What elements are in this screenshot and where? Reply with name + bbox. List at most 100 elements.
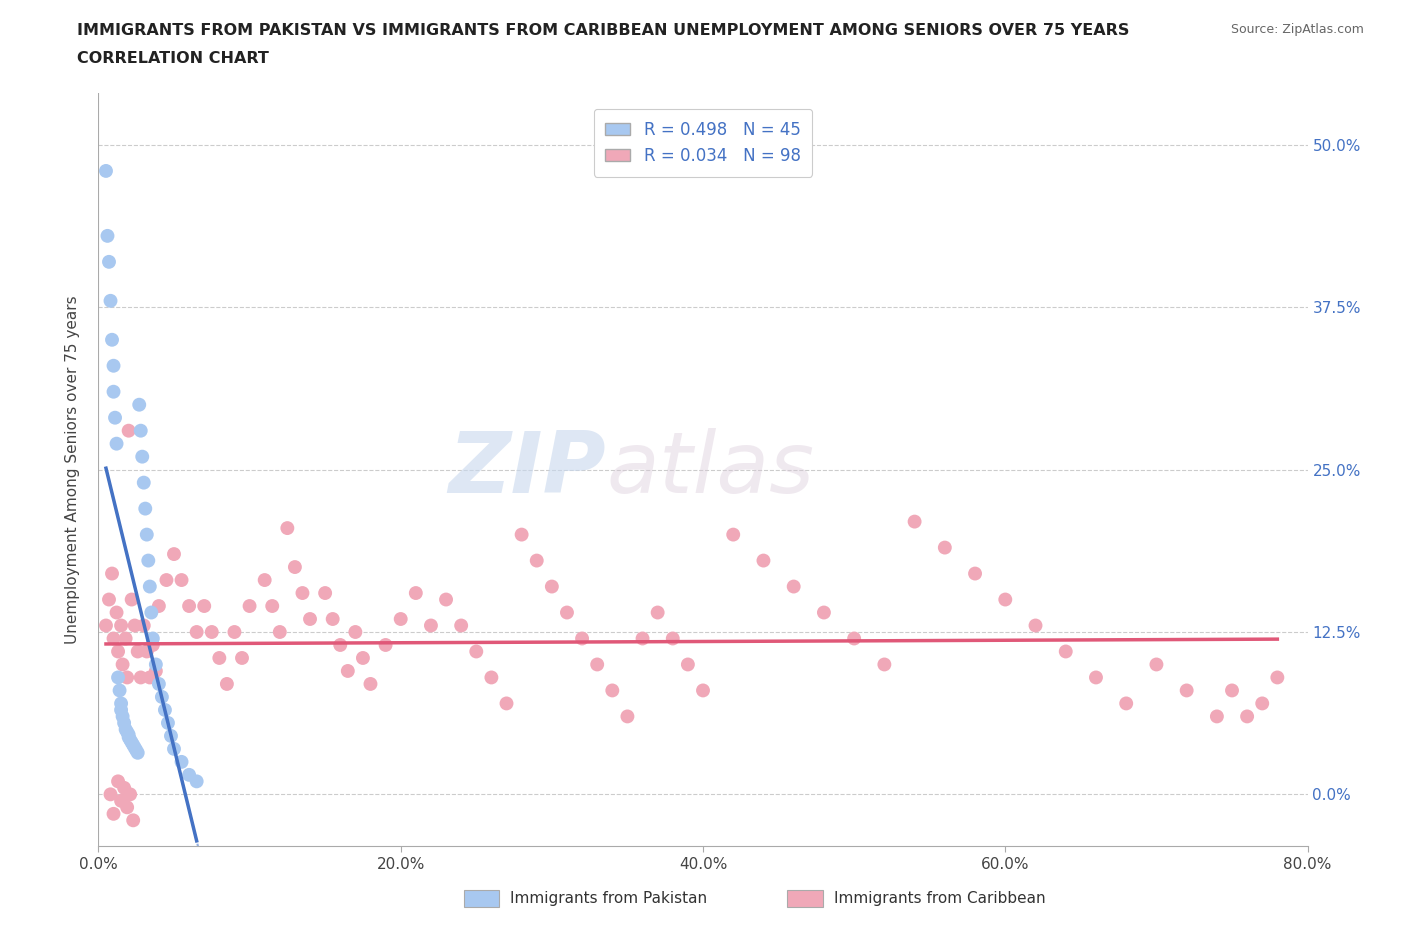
Point [142,638,165,653]
Point [110,793,132,808]
Point [101,332,124,347]
Point [186,625,208,640]
Point [110,702,132,717]
Point [148,676,170,691]
Point [122,813,145,828]
Point [336,663,359,678]
Point [360,676,382,691]
Point [94,164,117,179]
Point [783,579,806,594]
Point [934,540,956,555]
Point [163,547,186,562]
Point [110,696,132,711]
Point [105,605,128,620]
Point [344,625,367,640]
Point [141,605,163,620]
Point [231,651,253,666]
Point [153,702,176,717]
Point [170,573,193,588]
Point [121,735,143,750]
Point [352,651,374,666]
Point [129,670,152,684]
Point [571,631,593,646]
Point [115,670,138,684]
Point [965,566,987,581]
Point [1054,644,1077,659]
Point [1251,696,1274,711]
Point [314,586,336,601]
Point [98,255,121,270]
Point [526,553,548,568]
Point [1024,618,1046,633]
Point [135,644,157,659]
Point [107,670,129,684]
Point [155,573,177,588]
Point [156,715,179,730]
Point [510,527,533,542]
Y-axis label: Unemployment Among Seniors over 75 years: Unemployment Among Seniors over 75 years [65,296,80,644]
Point [186,774,208,789]
Point [107,644,129,659]
Point [139,670,162,684]
Point [111,709,134,724]
Point [110,618,132,633]
Point [120,732,142,747]
Point [111,657,134,671]
Point [1175,683,1198,698]
Point [94,618,117,633]
Point [122,737,145,752]
Point [555,605,578,620]
Point [661,631,683,646]
Point [844,631,866,646]
Point [139,579,162,594]
Point [193,599,215,614]
Point [121,592,143,607]
Point [124,618,146,633]
Point [631,631,654,646]
Point [134,501,156,516]
Point [118,727,141,742]
Text: CORRELATION CHART: CORRELATION CHART [77,51,269,66]
Point [148,599,170,614]
Point [465,644,488,659]
Point [98,592,121,607]
Point [142,631,165,646]
Point [481,670,503,684]
Point [100,293,122,308]
Point [329,638,352,653]
Point [692,683,714,698]
Point [112,780,135,795]
Point [163,741,186,756]
Point [450,618,472,633]
Point [405,586,427,601]
Point [115,800,138,815]
Point [813,605,835,620]
Point [495,696,517,711]
Point [873,657,896,671]
Point [676,657,699,671]
Text: Immigrants from Pakistan: Immigrants from Pakistan [510,891,707,906]
Text: atlas: atlas [606,428,814,512]
Point [299,612,322,627]
Point [208,651,231,666]
Point [132,618,155,633]
Point [201,625,224,640]
Point [103,806,125,821]
Point [114,631,136,646]
Point [647,605,669,620]
Point [108,683,131,698]
Point [103,384,125,399]
Point [284,560,307,575]
Point [269,625,291,640]
Point [103,631,125,646]
Point [132,475,155,490]
Point [118,730,141,745]
Point [145,663,167,678]
Point [107,774,129,789]
Point [105,436,128,451]
Point [1115,696,1137,711]
Point [100,787,122,802]
Point [179,767,201,782]
Text: ZIP: ZIP [449,428,606,512]
Point [170,754,193,769]
